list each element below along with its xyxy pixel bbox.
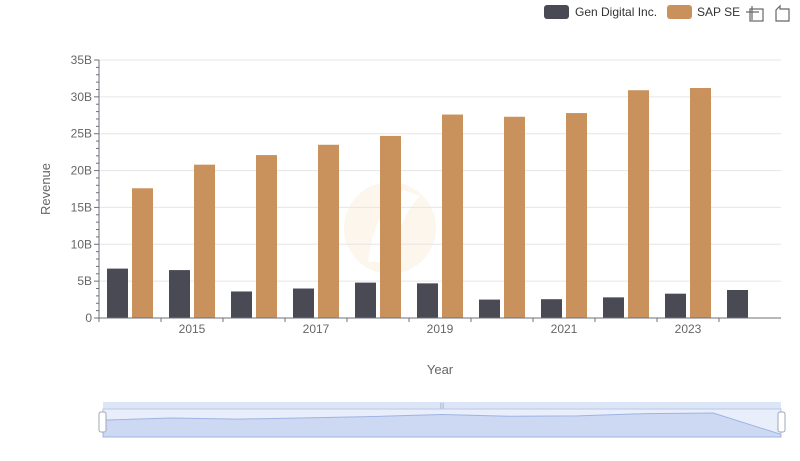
y-axis-title: Revenue — [38, 163, 53, 215]
bar-sap-2017[interactable] — [318, 144, 339, 318]
legend-label-sap: SAP SE — [697, 5, 740, 19]
y-tick-label: 35B — [71, 53, 92, 67]
legend-item-gen-digital[interactable]: Gen Digital Inc. — [544, 5, 657, 19]
data-zoom-handle-left[interactable] — [98, 411, 107, 433]
bar-sap-2019[interactable] — [442, 114, 463, 318]
x-tick-label: 2021 — [551, 322, 578, 336]
x-axis-title: Year — [427, 362, 454, 377]
y-tick-label: 0 — [85, 311, 92, 325]
x-tick-label: 2015 — [179, 322, 206, 336]
y-tick-label: 25B — [71, 127, 92, 141]
bar-sap-2016[interactable] — [256, 155, 277, 318]
y-tick-label: 20B — [71, 164, 92, 178]
data-zoom-track — [103, 402, 781, 409]
bars — [107, 88, 748, 319]
data-zoom-slider[interactable]: ||| — [98, 402, 786, 438]
legend-label-gen-digital: Gen Digital Inc. — [575, 5, 657, 19]
y-tick-label: 30B — [71, 90, 92, 104]
bar-gen-digital-2021[interactable] — [541, 299, 562, 318]
y-tick-label: 10B — [71, 237, 92, 251]
data-zoom-preview-area — [102, 412, 782, 438]
y-tick-label: 15B — [71, 200, 92, 214]
axes: 0 5B 10B 15B 20B 25B 30B 35B 2015 2017 2019 2021 202… — [71, 53, 781, 336]
bar-gen-digital-2014[interactable] — [107, 268, 128, 318]
y-tick-label: 5B — [77, 274, 92, 288]
x-tick-label: 2023 — [675, 322, 702, 336]
bar-gen-digital-2024[interactable] — [727, 289, 748, 318]
x-tick-label: 2019 — [427, 322, 454, 336]
bar-sap-2015[interactable] — [194, 164, 215, 318]
bar-sap-2021[interactable] — [566, 113, 587, 319]
bar-gen-digital-2023[interactable] — [665, 293, 686, 318]
restore-icon[interactable] — [746, 6, 764, 22]
bar-sap-2014[interactable] — [132, 188, 153, 318]
bar-gen-digital-2022[interactable] — [603, 297, 624, 318]
bar-sap-2018[interactable] — [380, 135, 401, 318]
legend: Gen Digital Inc. SAP SE — [544, 5, 740, 19]
bar-gen-digital-2017[interactable] — [293, 288, 314, 318]
x-tick-label: 2017 — [303, 322, 330, 336]
bar-gen-digital-2016[interactable] — [231, 291, 252, 318]
bar-gen-digital-2019[interactable] — [417, 283, 438, 318]
zoom-back-icon[interactable] — [775, 4, 790, 22]
data-zoom-handle-right[interactable] — [777, 411, 786, 433]
legend-swatch-sap — [667, 5, 692, 19]
bar-sap-2022[interactable] — [628, 90, 649, 318]
bar-gen-digital-2018[interactable] — [355, 282, 376, 318]
bar-gen-digital-2020[interactable] — [479, 299, 500, 318]
bar-gen-digital-2015[interactable] — [169, 270, 190, 318]
bar-sap-2020[interactable] — [504, 116, 525, 318]
bar-sap-2023[interactable] — [690, 88, 711, 318]
legend-swatch-gen-digital — [544, 5, 569, 19]
data-zoom-grip[interactable]: ||| — [440, 403, 445, 409]
legend-item-sap[interactable]: SAP SE — [667, 5, 740, 19]
